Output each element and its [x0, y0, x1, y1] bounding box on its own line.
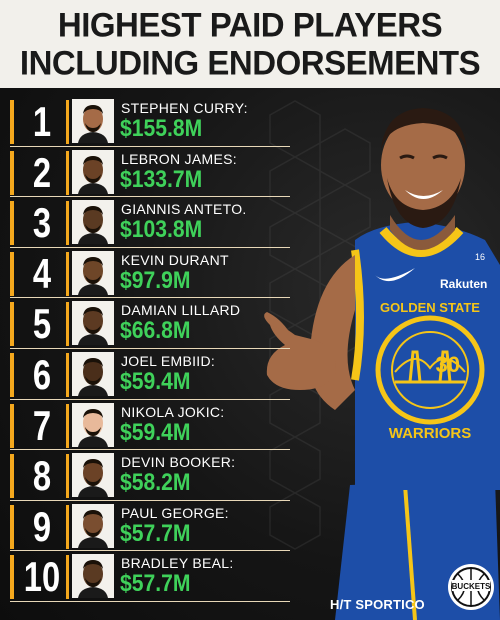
rank-accent-bar [10, 555, 14, 600]
rank-number: 7 [32, 401, 52, 449]
title-line-2: INCLUDING ENDORSEMENTS [19, 43, 481, 82]
ranking-list: 1 STEPHEN CURRY: $155.8M 2 LEBRON JAMES: $133… [0, 96, 290, 602]
rank-divider [66, 504, 69, 549]
player-earnings: $66.8M [120, 317, 191, 345]
player-row: 3 GIANNIS ANTETO. $103.8M [0, 197, 290, 248]
rank-accent-bar [10, 454, 14, 499]
rank-number: 6 [32, 350, 52, 398]
player-row: 5 DAMIAN LILLARD $66.8M [0, 298, 290, 349]
rank-number: 10 [23, 553, 61, 601]
rank-divider [66, 150, 69, 195]
player-row: 8 DEVIN BOOKER: $58.2M [0, 450, 290, 501]
player-avatar [72, 402, 114, 447]
credit-text: H/T SPORTICO [330, 597, 425, 612]
rank-divider [66, 302, 69, 347]
player-earnings: $97.9M [120, 266, 191, 294]
rank-number: 1 [32, 98, 52, 145]
player-name: STEPHEN CURRY: [121, 100, 248, 116]
rank-divider [66, 100, 69, 144]
player-row: 4 KEVIN DURANT $97.9M [0, 248, 290, 299]
player-avatar [72, 351, 114, 396]
player-name: GIANNIS ANTETO. [121, 201, 247, 218]
player-avatar [72, 149, 114, 194]
player-row: 10 BRADLEY BEAL: $57.7M [0, 551, 290, 602]
player-name: NIKOLA JOKIC: [121, 403, 225, 420]
player-avatar [72, 554, 114, 599]
row-divider-line [10, 449, 290, 451]
player-name: KEVIN DURANT [121, 251, 229, 268]
player-earnings: $57.7M [120, 519, 191, 547]
row-divider-line [10, 347, 290, 349]
rank-accent-bar [10, 403, 14, 448]
player-row: 6 JOEL EMBIID: $59.4M [0, 349, 290, 400]
rank-divider [66, 403, 69, 448]
rank-accent-bar [10, 150, 14, 195]
player-earnings: $58.2M [120, 469, 191, 497]
player-earnings: $59.4M [120, 367, 191, 395]
rank-number: 9 [32, 502, 52, 550]
row-divider-line [10, 297, 290, 299]
rank-divider [66, 555, 69, 600]
player-name: JOEL EMBIID: [121, 352, 216, 369]
row-divider-line [10, 499, 290, 501]
row-divider-line [10, 600, 290, 602]
player-avatar [72, 301, 114, 346]
player-earnings: $59.4M [120, 418, 191, 446]
player-earnings: $155.8M [120, 115, 203, 142]
sponsor-text: Rakuten [440, 277, 487, 291]
team-line-2: WARRIORS [389, 425, 472, 442]
row-divider-line [10, 550, 290, 552]
row-divider-line [10, 145, 290, 147]
rank-divider [66, 251, 69, 296]
player-earnings: $103.8M [120, 216, 203, 244]
player-avatar [72, 200, 114, 245]
player-row: 7 NIKOLA JOKIC: $59.4M [0, 400, 290, 451]
rank-number: 5 [32, 300, 52, 348]
rank-accent-bar [10, 504, 14, 549]
row-divider-line [10, 196, 290, 198]
rank-accent-bar [10, 251, 14, 296]
rank-accent-bar [10, 302, 14, 347]
player-avatar [72, 99, 114, 143]
rank-accent-bar [10, 352, 14, 397]
player-name: DAMIAN LILLARD [121, 302, 241, 319]
rank-divider [66, 454, 69, 499]
rank-divider [66, 201, 69, 246]
jersey-number: 30 [436, 352, 460, 377]
player-photo: Rakuten 16 30 GOLDEN STATE WARRIORS [264, 108, 500, 620]
patch-text: 16 [475, 252, 485, 262]
player-name: DEVIN BOOKER: [121, 454, 236, 471]
player-avatar [72, 453, 114, 498]
row-divider-line [10, 398, 290, 400]
rank-number: 3 [32, 199, 52, 247]
rank-accent-bar [10, 100, 14, 144]
basketball-logo-icon: BUCKETS [448, 564, 494, 610]
header-banner: HIGHEST PAID PLAYERS INCLUDING ENDORSEME… [0, 0, 500, 88]
player-avatar [72, 503, 114, 548]
rank-number: 8 [32, 452, 52, 500]
player-row: 2 LEBRON JAMES: $133.7M [0, 147, 290, 198]
player-name: BRADLEY BEAL: [121, 555, 234, 572]
player-row: 1 STEPHEN CURRY: $155.8M [0, 96, 290, 147]
logo-text: BUCKETS [452, 582, 491, 591]
player-earnings: $57.7M [120, 570, 191, 598]
team-line-1: GOLDEN STATE [380, 300, 480, 315]
rank-accent-bar [10, 201, 14, 246]
title-line-1: HIGHEST PAID PLAYERS [57, 5, 443, 44]
rank-number: 4 [32, 249, 52, 297]
player-earnings: $133.7M [120, 165, 203, 193]
row-divider-line [10, 246, 290, 248]
player-name: LEBRON JAMES: [121, 150, 237, 167]
rank-divider [66, 352, 69, 397]
player-row: 9 PAUL GEORGE: $57.7M [0, 501, 290, 552]
player-name: PAUL GEORGE: [121, 504, 229, 521]
rank-number: 2 [32, 148, 52, 196]
player-avatar [72, 250, 114, 295]
